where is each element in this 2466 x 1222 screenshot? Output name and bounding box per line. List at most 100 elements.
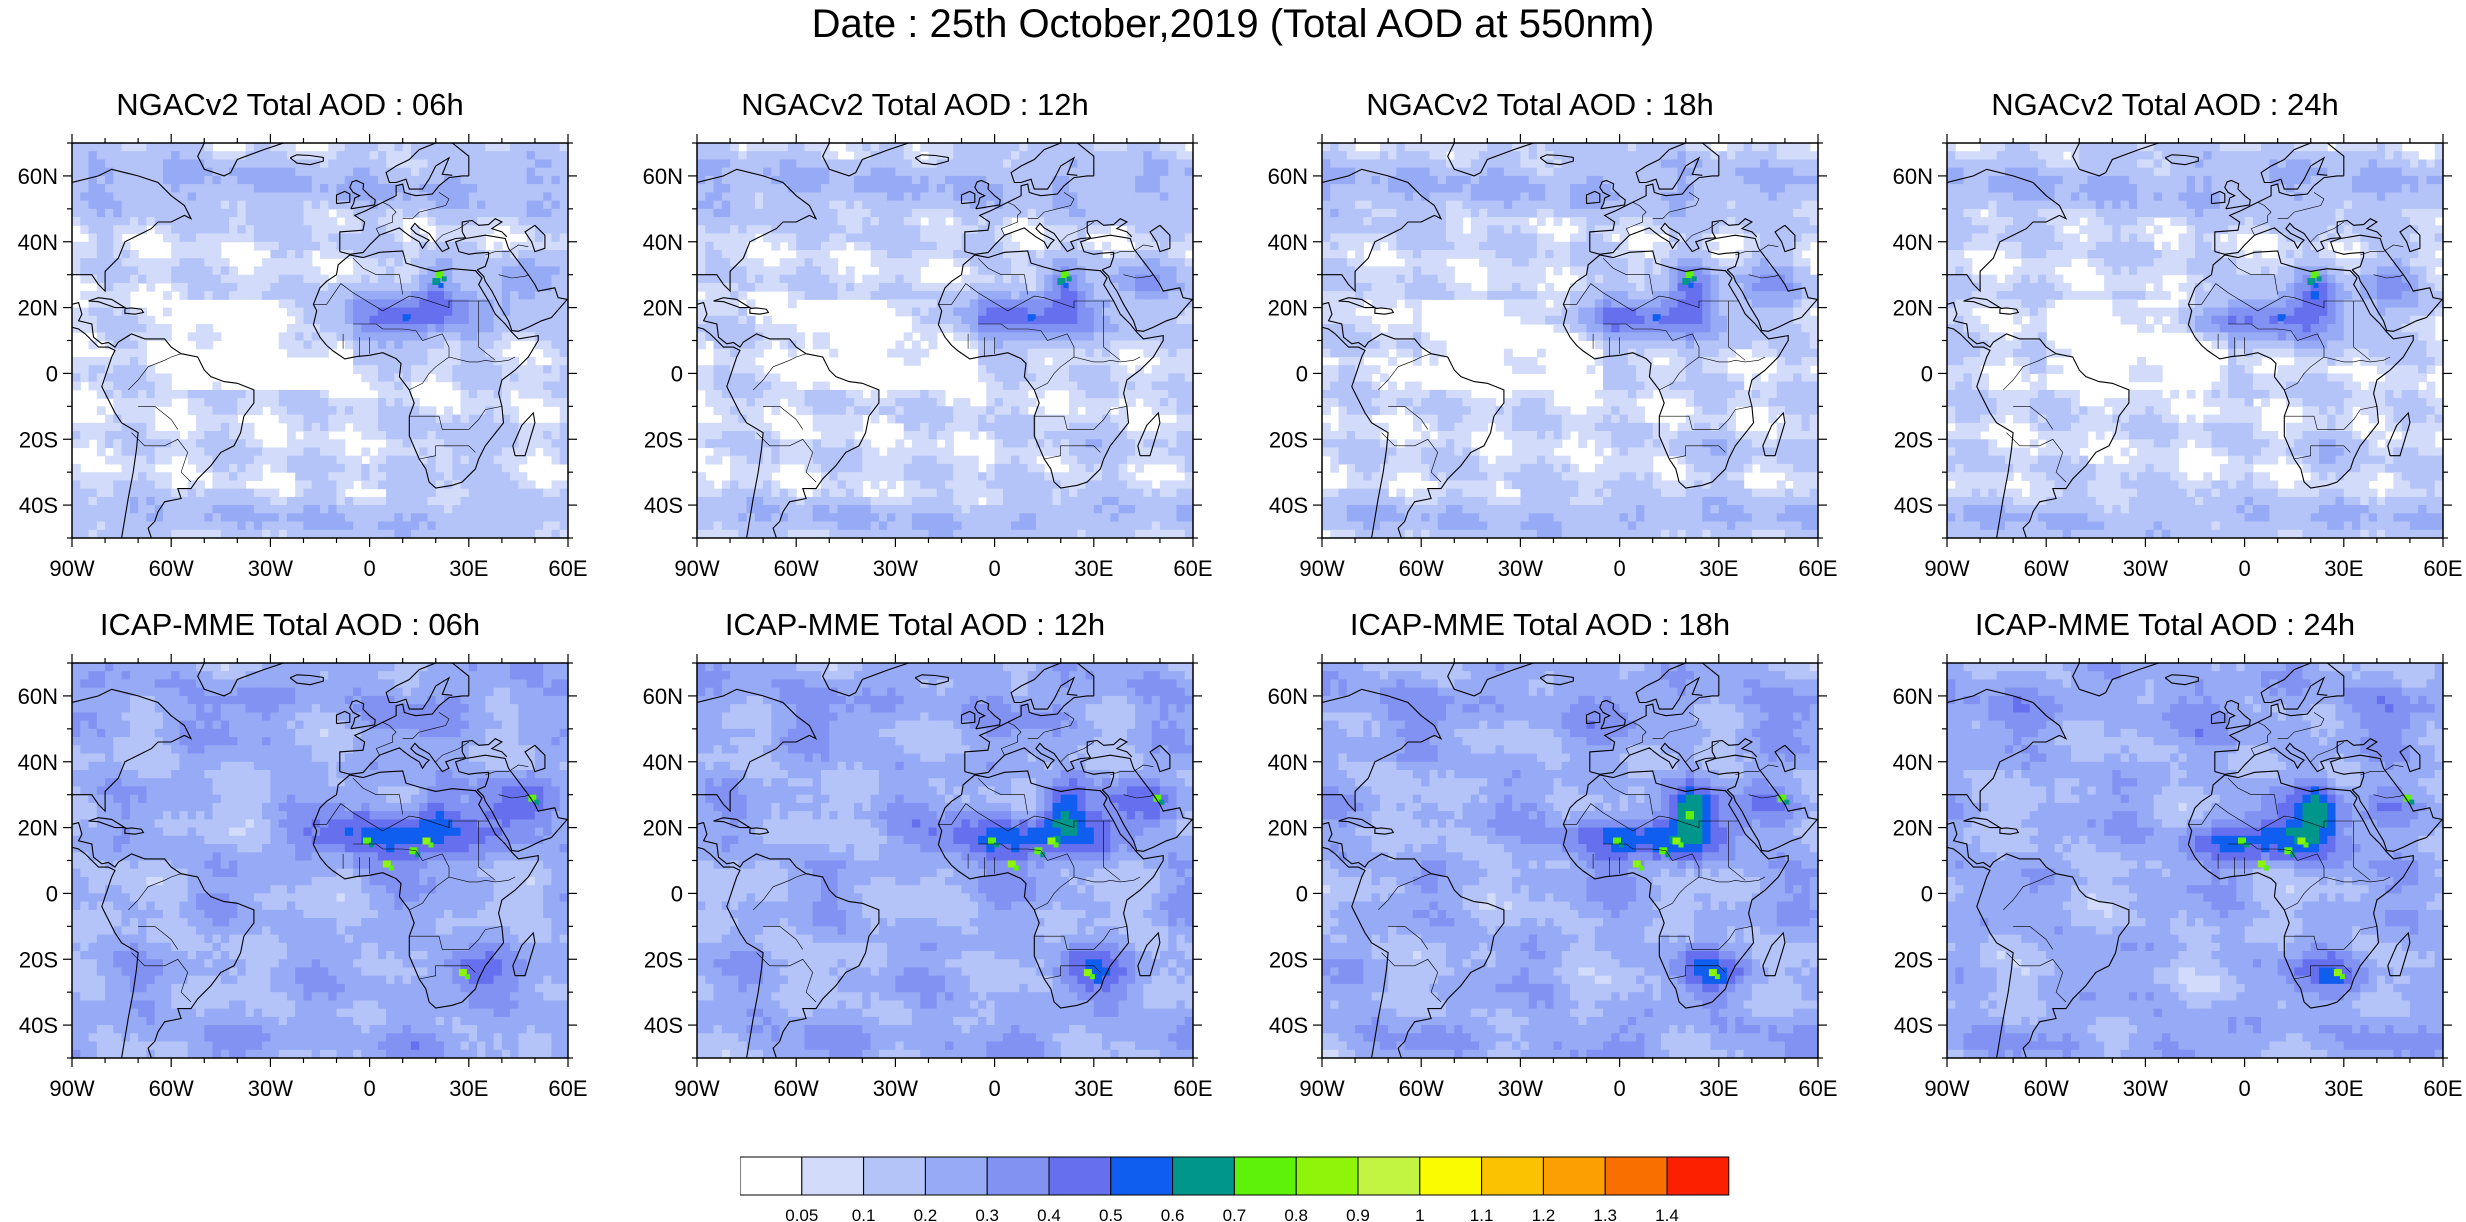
lat-tick-label: 20S xyxy=(644,427,683,452)
lat-tick-label: 60N xyxy=(1268,164,1308,189)
lat-tick-label: 0 xyxy=(46,881,58,906)
lon-tick-label: 30W xyxy=(2123,1076,2168,1101)
lat-tick-label: 40S xyxy=(19,1013,58,1038)
coastlines xyxy=(1947,143,2443,538)
lat-tick-label: 40N xyxy=(643,750,683,775)
lon-tick-label: 30W xyxy=(1498,556,1543,581)
lat-tick-label: 0 xyxy=(1921,361,1933,386)
colorbar-label: 0.7 xyxy=(1223,1206,1247,1222)
lat-tick-label: 40S xyxy=(1269,493,1308,518)
colorbar-label: 0.3 xyxy=(975,1206,999,1222)
panel-title: ICAP-MME Total AOD : 06h xyxy=(10,608,570,642)
lat-tick-label: 0 xyxy=(671,361,683,386)
lat-tick-label: 60N xyxy=(18,684,58,709)
lat-tick-label: 20S xyxy=(644,947,683,972)
lon-tick-label: 30E xyxy=(2324,556,2363,581)
lat-tick-label: 0 xyxy=(1296,881,1308,906)
panel-title: NGACv2 Total AOD : 24h xyxy=(1885,88,2445,122)
lon-tick-label: 60E xyxy=(548,556,587,581)
lon-tick-label: 0 xyxy=(988,556,1000,581)
lon-tick-label: 30E xyxy=(2324,1076,2363,1101)
colorbar-label: 0.4 xyxy=(1037,1206,1061,1222)
lon-tick-label: 30E xyxy=(1074,1076,1113,1101)
lon-tick-label: 30W xyxy=(248,1076,293,1101)
lon-tick-label: 90W xyxy=(1924,556,1969,581)
lon-tick-label: 90W xyxy=(674,556,719,581)
lat-tick-label: 20S xyxy=(19,427,58,452)
country-borders xyxy=(1377,192,1779,483)
lat-tick-label: 20S xyxy=(1269,427,1308,452)
colorbar-swatch xyxy=(1048,1156,1112,1196)
lat-tick-label: 40N xyxy=(643,230,683,255)
colorbar-label: 0.2 xyxy=(914,1206,938,1222)
colorbar-swatch xyxy=(1419,1156,1483,1196)
aod-field xyxy=(72,663,568,1058)
country-borders xyxy=(2002,712,2404,1003)
colorbar-label: 1.3 xyxy=(1593,1206,1617,1222)
panel-title: NGACv2 Total AOD : 12h xyxy=(635,88,1195,122)
aod-map: 90W 60W 30W 0 30E 60E 60N 40N 20N 0 20S 40S xyxy=(1893,654,2463,1101)
lon-tick-label: 0 xyxy=(2238,556,2250,581)
colorbar-swatch xyxy=(1172,1156,1235,1196)
lat-tick-label: 20S xyxy=(1269,947,1308,972)
lon-tick-label: 60E xyxy=(1173,556,1212,581)
lat-tick-label: 0 xyxy=(1921,881,1933,906)
lat-tick-label: 40N xyxy=(18,230,58,255)
lat-tick-label: 40S xyxy=(1894,1013,1933,1038)
lat-tick-label: 60N xyxy=(643,684,683,709)
lat-tick-label: 20N xyxy=(643,816,683,841)
aod-map: 90W 60W 30W 0 30E 60E 60N 40N 20N 0 20S 40S xyxy=(643,134,1213,581)
colorbar-label: 0.6 xyxy=(1161,1206,1185,1222)
coastlines xyxy=(697,663,1193,1058)
lat-tick-label: 20N xyxy=(1893,296,1933,321)
coastlines xyxy=(72,663,568,1058)
panel-title: ICAP-MME Total AOD : 12h xyxy=(635,608,1195,642)
colorbar: 0.05 0.1 0.2 0.3 0.4 0.5 0.6 0.7 0.8 0.9 1 1.1 1.2 1.… xyxy=(740,1156,1730,1222)
lat-tick-label: 20N xyxy=(18,816,58,841)
country-borders xyxy=(127,192,529,483)
lat-tick-label: 0 xyxy=(46,361,58,386)
colorbar-swatch xyxy=(1542,1156,1606,1196)
lon-tick-label: 60W xyxy=(774,556,819,581)
panel-title: ICAP-MME Total AOD : 18h xyxy=(1260,608,1820,642)
axis-ticks xyxy=(63,654,577,1067)
axis-ticks xyxy=(1938,654,2452,1067)
lat-tick-label: 40S xyxy=(1894,493,1933,518)
aod-field xyxy=(1947,663,2443,1058)
lon-tick-label: 60E xyxy=(2423,1076,2462,1101)
lat-tick-label: 20N xyxy=(1893,816,1933,841)
aod-field xyxy=(697,143,1193,538)
aod-map: 90W 60W 30W 0 30E 60E 60N 40N 20N 0 20S 40S xyxy=(1268,654,1838,1101)
lon-tick-label: 90W xyxy=(1299,556,1344,581)
colorbar-swatch xyxy=(1357,1156,1421,1196)
colorbar-label: 1 xyxy=(1415,1206,1424,1222)
lon-tick-label: 60E xyxy=(1798,1076,1837,1101)
map-panel-icap-18: ICAP-MME Total AOD : 18h 90W 60W 30W 0 30E 60E… xyxy=(1260,608,1838,1128)
lat-tick-label: 60N xyxy=(643,164,683,189)
coastlines xyxy=(1947,663,2443,1058)
lon-tick-label: 30E xyxy=(449,1076,488,1101)
lat-tick-label: 60N xyxy=(1893,164,1933,189)
lon-tick-label: 90W xyxy=(1299,1076,1344,1101)
aod-field xyxy=(1322,663,1818,1058)
lon-tick-label: 60W xyxy=(1399,556,1444,581)
country-borders xyxy=(127,712,529,1003)
lon-tick-label: 60W xyxy=(774,1076,819,1101)
lat-tick-label: 40S xyxy=(1269,1013,1308,1038)
axis-ticks xyxy=(1938,134,2452,547)
lon-tick-label: 30E xyxy=(449,556,488,581)
lat-tick-label: 40N xyxy=(18,750,58,775)
axis-ticks xyxy=(1313,654,1827,1067)
lon-tick-label: 90W xyxy=(674,1076,719,1101)
lon-tick-label: 90W xyxy=(49,1076,94,1101)
axis-ticks xyxy=(688,134,1202,547)
lon-tick-label: 90W xyxy=(1924,1076,1969,1101)
country-borders xyxy=(1377,712,1779,1003)
axis-ticks xyxy=(63,134,577,547)
panel-title: NGACv2 Total AOD : 18h xyxy=(1260,88,1820,122)
colorbar-swatch xyxy=(924,1156,988,1196)
map-panel-icap-24: ICAP-MME Total AOD : 24h 90W 60W 30W 0 30E 60E… xyxy=(1885,608,2463,1128)
lon-tick-label: 0 xyxy=(363,1076,375,1101)
coastlines xyxy=(697,143,1193,538)
aod-field xyxy=(72,143,568,538)
